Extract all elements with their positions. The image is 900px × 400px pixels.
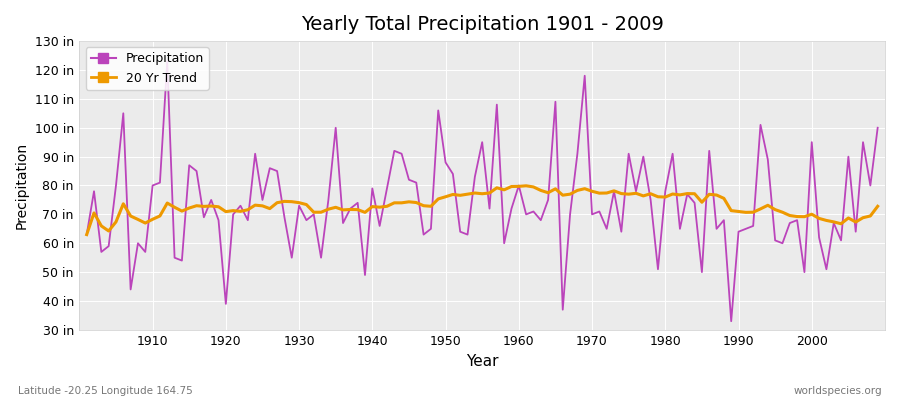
Title: Yearly Total Precipitation 1901 - 2009: Yearly Total Precipitation 1901 - 2009 [301,15,663,34]
X-axis label: Year: Year [466,354,499,369]
Y-axis label: Precipitation: Precipitation [15,142,29,229]
Text: Latitude -20.25 Longitude 164.75: Latitude -20.25 Longitude 164.75 [18,386,193,396]
Text: worldspecies.org: worldspecies.org [794,386,882,396]
Legend: Precipitation, 20 Yr Trend: Precipitation, 20 Yr Trend [86,47,209,90]
